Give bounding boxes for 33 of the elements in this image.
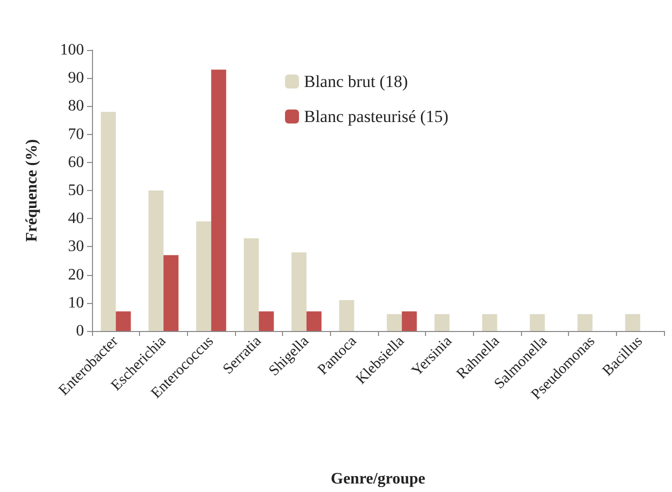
bar [244, 238, 259, 331]
y-tick-label: 70 [68, 126, 84, 143]
bar [434, 314, 450, 331]
y-axis-title: Fréquence (%) [24, 139, 40, 242]
bar [482, 314, 498, 331]
y-tick-label: 90 [68, 70, 84, 87]
bar [386, 314, 402, 331]
bar [306, 311, 322, 331]
y-tick-label: 50 [68, 182, 84, 199]
bar [148, 190, 164, 331]
y-tick-label: 40 [68, 210, 84, 228]
bar [116, 311, 131, 331]
bar [292, 252, 306, 331]
y-tick-label: 60 [68, 154, 84, 171]
y-tick-label: 100 [60, 42, 84, 58]
bar [402, 311, 417, 331]
bar [211, 70, 226, 331]
y-tick-label: 10 [68, 294, 84, 312]
bar [164, 255, 178, 331]
bar [196, 221, 212, 331]
legend-label: Blanc pasteurisé (15) [304, 107, 448, 126]
x-axis-title: Genre/groupe [330, 470, 426, 488]
y-tick-label: 20 [68, 266, 84, 284]
y-tick-label: 80 [68, 98, 84, 115]
y-tick-label: 0 [76, 322, 84, 340]
y-tick-label: 30 [68, 238, 84, 256]
bar [578, 314, 592, 331]
bar [100, 112, 116, 331]
bar [339, 300, 354, 331]
bar [530, 314, 545, 331]
legend-label: Blanc brut (18) [304, 72, 408, 91]
bar [625, 314, 640, 331]
bar [258, 311, 274, 331]
